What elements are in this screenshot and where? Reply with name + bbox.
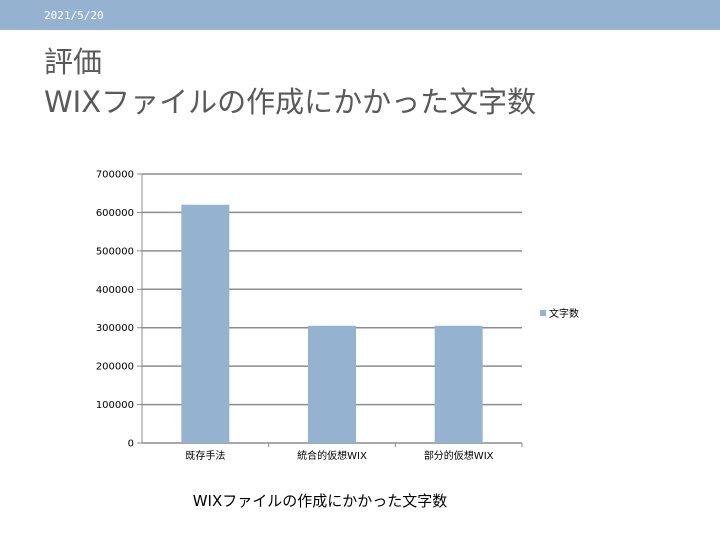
chart-title: WIXファイルの作成にかかった文字数	[192, 492, 448, 510]
title-line-2: WIXファイルの作成にかかった文字数	[44, 85, 537, 119]
x-category-label: 統合的仮想WIX	[297, 449, 367, 462]
x-category-label: 既存手法	[185, 449, 225, 462]
legend-swatch	[540, 310, 546, 316]
slide-date: 2021/5/20	[44, 9, 104, 22]
y-tick-label: 500000	[96, 246, 134, 257]
x-category-label: 部分的仮想WIX	[424, 449, 494, 462]
title-line-1: 評価	[44, 45, 103, 79]
bar	[308, 325, 356, 443]
y-tick-label: 200000	[96, 362, 134, 373]
header-bar: 2021/5/20	[0, 0, 720, 30]
bar	[181, 204, 230, 443]
y-tick-label: 100000	[96, 400, 134, 411]
y-tick-label: 600000	[96, 208, 134, 219]
bar	[434, 325, 483, 443]
y-tick-label: 400000	[96, 285, 134, 296]
y-tick-label: 700000	[96, 170, 134, 181]
y-tick-label: 300000	[96, 323, 134, 334]
slide-title: 評価 WIXファイルの作成にかかった文字数	[44, 42, 536, 122]
y-tick-label: 0	[128, 439, 134, 450]
legend-label: 文字数	[549, 307, 579, 320]
